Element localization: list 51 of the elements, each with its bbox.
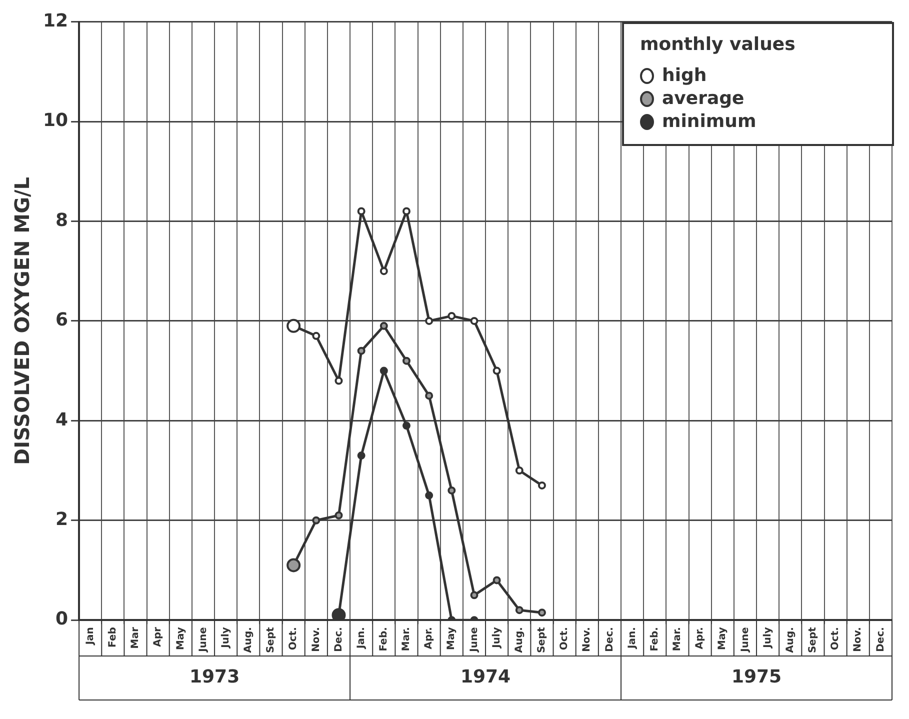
- y-tick-label: 12: [42, 10, 68, 32]
- text: 1974: [460, 666, 511, 688]
- x-tick-label: Mar.: [672, 627, 684, 652]
- x-tick-label: May: [446, 626, 458, 650]
- legend-label: average: [662, 88, 744, 109]
- y-axis-title: DISSOLVED OXYGEN MG/L: [10, 176, 34, 465]
- x-tick-label: July: [762, 626, 774, 649]
- x-tick-label: Apr: [152, 627, 164, 647]
- x-tick-label: Nov.: [852, 627, 864, 652]
- text: 1975: [731, 666, 782, 688]
- x-tick-label: June: [740, 626, 751, 653]
- x-tick-label: Dec.: [875, 627, 886, 652]
- legend-label: high: [662, 65, 707, 86]
- x-tick-label: Jan: [84, 627, 96, 646]
- x-tick-label: Oct.: [288, 627, 300, 650]
- x-tick-label: Aug.: [514, 627, 525, 653]
- x-tick-label: Dec.: [604, 627, 616, 652]
- x-tick-label: Apr.: [694, 627, 706, 650]
- y-tick-label: 10: [42, 110, 68, 132]
- x-tick-label: Feb.: [378, 627, 390, 652]
- x-tick-label: Sept: [266, 626, 277, 654]
- x-tick-label: June: [198, 626, 209, 653]
- x-tick-label: Aug.: [243, 627, 254, 653]
- text: 1973: [189, 666, 240, 688]
- x-tick-label: Sept: [536, 626, 548, 654]
- x-tick-label: Apr.: [424, 627, 435, 650]
- y-tick-label: 6: [56, 310, 68, 331]
- x-tick-label: May: [175, 626, 186, 650]
- x-tick-label: July: [220, 626, 232, 649]
- x-tick-label: Feb: [108, 627, 119, 648]
- x-tick-label: May: [717, 626, 728, 650]
- y-tick-label: 2: [56, 509, 68, 530]
- x-tick-label: Nov.: [310, 627, 322, 652]
- x-tick-label: June: [468, 626, 480, 653]
- y-tick-label: 0: [56, 608, 68, 630]
- y-tick-label: 4: [56, 409, 68, 430]
- x-tick-label: Jan.: [356, 627, 367, 650]
- x-tick-label: Feb.: [649, 627, 660, 652]
- x-tick-label: Oct.: [559, 627, 570, 650]
- x-tick-label: Nov.: [582, 627, 593, 652]
- legend-label: minimum: [662, 111, 756, 132]
- x-tick-label: Mar: [130, 627, 142, 649]
- x-tick-label: Aug.: [784, 627, 796, 653]
- x-tick-label: Jan.: [626, 627, 638, 650]
- x-tick-label: Oct.: [830, 627, 842, 650]
- x-tick-label: Sept: [808, 626, 819, 654]
- x-tick-label: Dec.: [333, 627, 344, 652]
- x-tick-label: Mar.: [401, 627, 412, 652]
- y-tick-label: 8: [56, 210, 68, 231]
- x-tick-label: July: [491, 626, 502, 649]
- legend-title: monthly values: [640, 34, 796, 55]
